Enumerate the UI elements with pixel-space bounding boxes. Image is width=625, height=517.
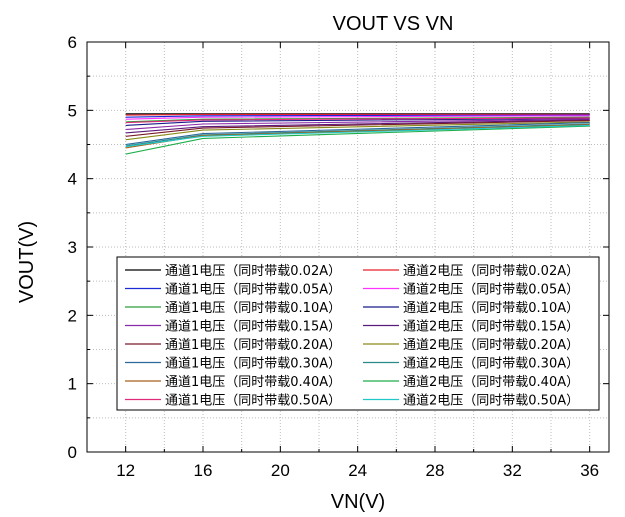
chart-title: VOUT VS VN: [333, 13, 454, 35]
x-tick-label: 20: [271, 461, 290, 480]
y-tick-label: 6: [68, 33, 77, 52]
series-line: [125, 117, 590, 126]
legend-label: 通道1电压（同时带载0.50A）: [165, 394, 341, 409]
y-tick-label: 2: [68, 306, 77, 325]
series-line: [125, 118, 590, 131]
y-tick-label: 1: [68, 375, 77, 394]
legend-label: 通道2电压（同时带载0.20A）: [403, 338, 579, 353]
series-line: [125, 122, 590, 146]
x-tick-label: 32: [503, 461, 522, 480]
legend-label: 通道2电压（同时带载0.05A）: [403, 283, 579, 298]
series-line: [125, 115, 590, 120]
series-line: [125, 124, 590, 148]
x-tick-label: 28: [426, 461, 445, 480]
legend-box: [116, 256, 600, 411]
legend-label: 通道2电压（同时带载0.02A）: [403, 264, 579, 279]
x-tick-label: 16: [194, 461, 213, 480]
y-tick-label: 4: [68, 170, 77, 189]
legend-label: 通道2电压（同时带载0.50A）: [403, 394, 579, 409]
legend-label: 通道2电压（同时带载0.40A）: [403, 375, 579, 390]
series-line: [125, 117, 590, 124]
legend-label: 通道1电压（同时带载0.40A）: [165, 375, 341, 390]
legend-label: 通道2电压（同时带载0.10A）: [403, 301, 579, 316]
series-line: [125, 119, 590, 134]
series-line: [125, 125, 590, 155]
x-tick-label: 36: [580, 461, 599, 480]
legend-label: 通道1电压（同时带载0.30A）: [165, 357, 341, 372]
x-tick-label: 12: [116, 461, 135, 480]
legend-label: 通道1电压（同时带载0.10A）: [165, 301, 341, 316]
legend-label: 通道1电压（同时带载0.15A）: [165, 320, 341, 335]
y-tick-label: 5: [68, 101, 77, 120]
legend-label: 通道2电压（同时带载0.30A）: [403, 357, 579, 372]
y-tick-label: 3: [68, 238, 77, 257]
series-line: [125, 116, 590, 123]
series-lines: [125, 113, 590, 155]
legend-label: 通道1电压（同时带载0.05A）: [165, 283, 341, 298]
series-line: [125, 121, 590, 141]
legend: 通道1电压（同时带载0.02A） 通道2电压（同时带载0.02A） 通道1电压（同时…: [116, 256, 600, 411]
series-line: [125, 123, 590, 147]
series-line: [125, 114, 590, 118]
series-line: [125, 124, 590, 149]
y-axis-label: VOUT(V): [16, 221, 38, 303]
x-axis-label: VN(V): [331, 491, 385, 513]
legend-label: 通道1电压（同时带载0.20A）: [165, 338, 341, 353]
legend-label: 通道1电压（同时带载0.02A）: [165, 264, 341, 279]
series-line: [125, 113, 590, 116]
x-tick-label: 24: [348, 461, 367, 480]
legend-label: 通道2电压（同时带载0.15A）: [403, 320, 579, 335]
series-line: [125, 120, 590, 137]
y-tick-label: 0: [68, 443, 77, 462]
